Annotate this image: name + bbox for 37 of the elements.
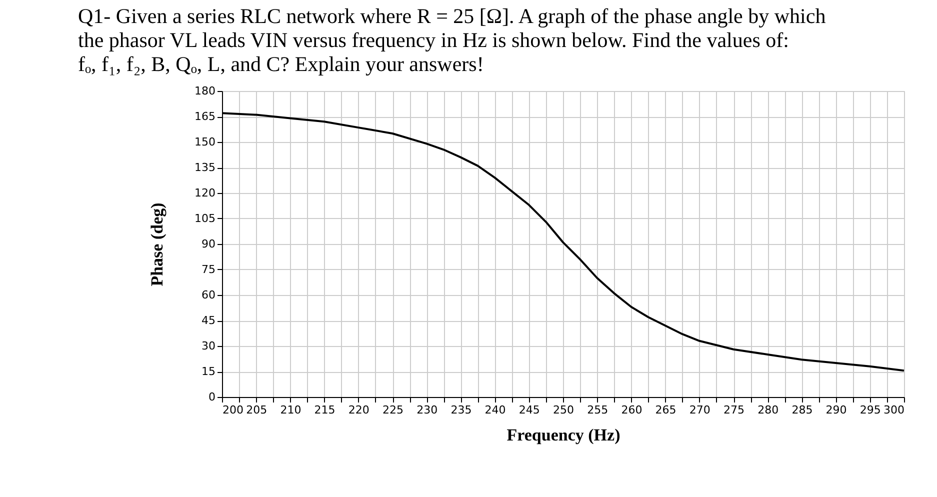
x-tick-label: 290 <box>826 404 847 416</box>
x-tick-label: 285 <box>792 404 813 416</box>
y-tick-label: 15 <box>202 365 216 378</box>
y-tick-label: 165 <box>194 110 216 123</box>
y-tick-label: 120 <box>194 186 216 200</box>
y-tick-label: 60 <box>202 288 216 302</box>
x-tick-label: 275 <box>724 404 744 416</box>
x-tick-label: 280 <box>758 404 779 416</box>
x-tick-label: 225 <box>382 404 404 416</box>
x-tick-label: 220 <box>348 404 370 416</box>
x-tick-label: 215 <box>314 404 336 416</box>
x-tick-label: 270 <box>689 404 710 416</box>
y-tick-label: 0 <box>208 390 216 404</box>
x-tick-label: 235 <box>450 404 472 416</box>
x-tick-label: 260 <box>621 404 642 416</box>
x-tick-label: 240 <box>484 404 506 416</box>
y-tick-label: 90 <box>202 238 216 250</box>
x-tick-label: 300 <box>884 404 904 416</box>
x-tick-label: 255 <box>587 404 608 416</box>
chart-title: Q1- Given a series RLC network where R = 25 [Ω]. A graph of the phase angle by which the phasor VL leads VIN versus frequency in Hz is shown below. Find the values of: fₒ, f₁, f₂, B, Qₒ, L, and C? Explain your answers! <box>78 4 826 76</box>
y-tick-label: 75 <box>202 263 216 276</box>
y-tick-label: 180 <box>194 84 216 98</box>
x-tick-label: 295 <box>860 404 881 416</box>
y-tick-label: 105 <box>194 212 216 225</box>
x-tick-label: 250 <box>553 404 574 416</box>
y-tick-label: 135 <box>194 161 216 174</box>
x-tick-label: 205 <box>246 404 268 416</box>
x-tick-label: 230 <box>416 404 438 416</box>
x-tick-label: 265 <box>655 404 676 416</box>
x-axis-title: Frequency (Hz) <box>506 426 620 444</box>
y-tick-label: 45 <box>202 314 216 327</box>
x-tick-label: 210 <box>280 404 302 416</box>
x-tick-label: 245 <box>518 404 540 416</box>
y-tick-label: 150 <box>194 136 216 148</box>
x-tick-label: 200 <box>222 404 244 416</box>
y-axis-title: Phase (deg) <box>148 202 167 286</box>
y-tick-label: 30 <box>202 340 216 352</box>
